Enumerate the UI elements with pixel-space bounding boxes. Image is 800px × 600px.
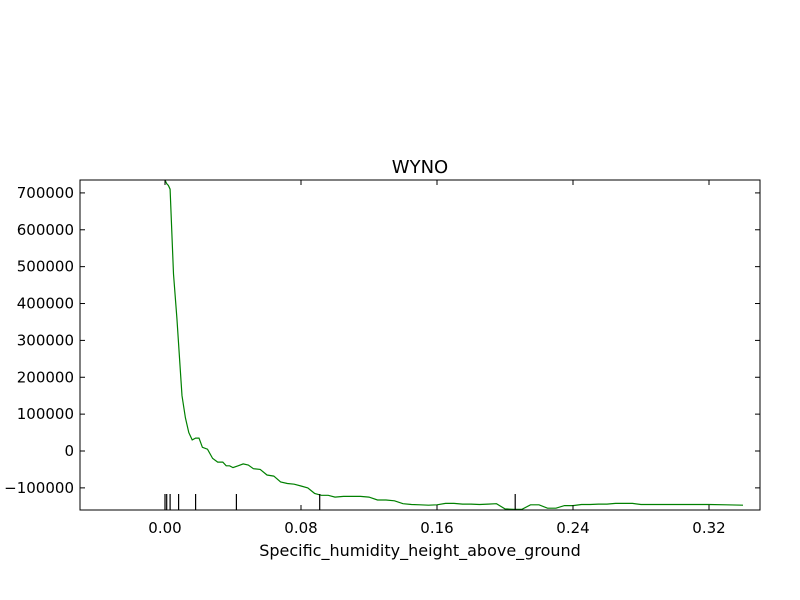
y-tick-label-6: 100000	[17, 405, 74, 423]
x-tick-label-4: 0.32	[692, 519, 725, 537]
y-tick-label-7: 0	[64, 442, 74, 460]
rug-layer	[164, 494, 516, 510]
y-tick-label-5: 200000	[17, 368, 74, 386]
y-axis: 700000 600000 500000 400000 300000 200000 1000…	[4, 184, 760, 497]
chart-title: WYNO	[392, 157, 448, 178]
x-axis-label: Specific_humidity_height_above_ground	[259, 541, 581, 561]
x-tick-label-2: 0.16	[420, 519, 453, 537]
x-axis: 0.00 0.08 0.16 0.24 0.32	[148, 180, 726, 537]
y-tick-label-8: −100000	[4, 479, 74, 497]
series-line-0	[164, 179, 744, 510]
plot-area: 0.00 0.08 0.16 0.24 0.32 700000 600000 500000 4…	[4, 179, 761, 537]
y-tick-label-2: 500000	[17, 258, 74, 276]
y-tick-label-0: 700000	[17, 184, 74, 202]
x-tick-label-3: 0.24	[556, 519, 589, 537]
y-tick-label-4: 300000	[17, 331, 74, 349]
x-tick-label-0: 0.00	[148, 519, 181, 537]
axes-frame	[79, 179, 761, 511]
x-tick-label-1: 0.08	[284, 519, 317, 537]
y-tick-label-3: 400000	[17, 295, 74, 313]
series-layer	[164, 179, 744, 510]
y-tick-label-1: 600000	[17, 221, 74, 239]
